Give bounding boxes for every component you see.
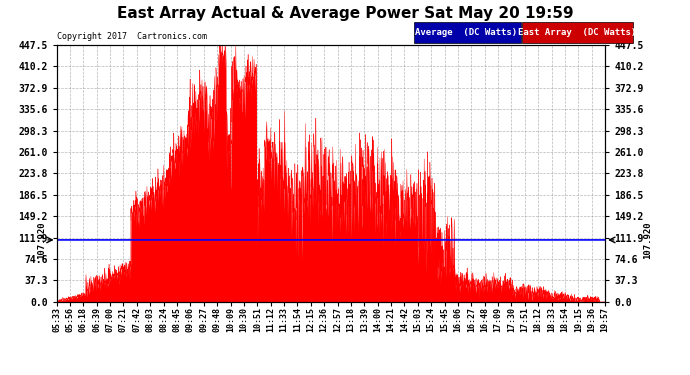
Text: East Array  (DC Watts): East Array (DC Watts) [518, 28, 637, 37]
Text: Average  (DC Watts): Average (DC Watts) [415, 28, 517, 37]
Text: East Array Actual & Average Power Sat May 20 19:59: East Array Actual & Average Power Sat Ma… [117, 6, 573, 21]
Text: 107.920: 107.920 [643, 221, 652, 259]
Text: Copyright 2017  Cartronics.com: Copyright 2017 Cartronics.com [57, 32, 206, 41]
Text: 107.920: 107.920 [37, 221, 46, 259]
